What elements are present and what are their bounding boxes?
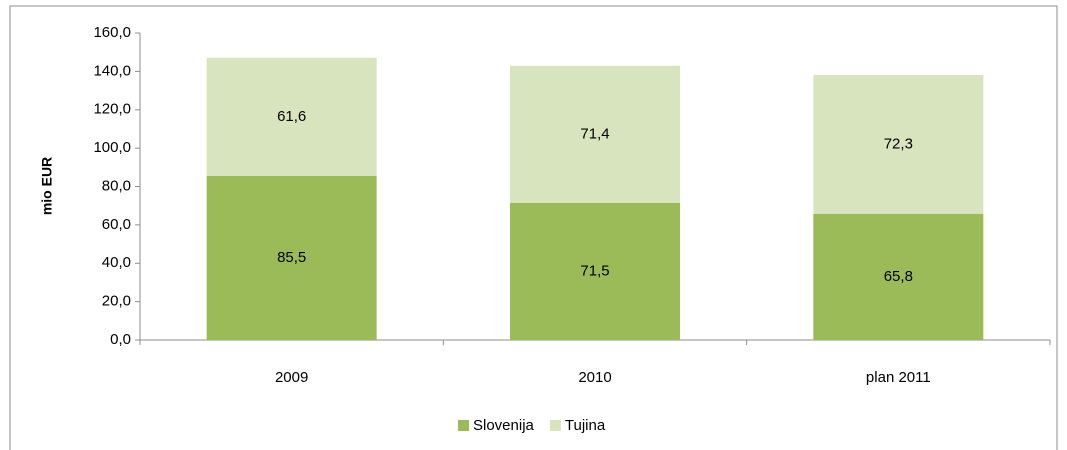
y-tick-label: 60,0 (102, 216, 131, 233)
legend-label: Slovenija (473, 417, 535, 434)
data-label: 71,4 (580, 125, 609, 142)
legend-label: Tujina (565, 417, 606, 434)
y-tick-label: 0,0 (110, 331, 131, 348)
bar-segment (510, 65, 680, 203)
data-label: 65,8 (884, 268, 913, 285)
x-tick-label: 2009 (275, 369, 308, 386)
x-tick-label: plan 2011 (866, 369, 931, 386)
bar-segment (206, 57, 377, 176)
y-tick-label: 140,0 (93, 62, 131, 79)
legend-swatch (549, 420, 561, 431)
data-label: 71,5 (580, 262, 609, 279)
y-tick-label: 120,0 (93, 101, 131, 118)
y-tick-label: 100,0 (93, 139, 131, 156)
data-label: 85,5 (277, 249, 306, 266)
legend-swatch (458, 420, 469, 431)
bar-segment (206, 175, 377, 340)
data-label: 61,6 (277, 108, 306, 125)
x-tick-label: 2010 (578, 369, 611, 386)
y-tick-label: 40,0 (102, 254, 131, 271)
bar-segment (813, 75, 984, 214)
y-axis-label: mio EUR (39, 157, 55, 215)
bar-segment (813, 213, 984, 340)
data-label: 72,3 (884, 135, 913, 152)
y-tick-label: 20,0 (102, 293, 131, 310)
y-tick-label: 160,0 (93, 24, 131, 41)
y-tick-label: 80,0 (102, 177, 131, 194)
bar-segment (510, 202, 680, 340)
